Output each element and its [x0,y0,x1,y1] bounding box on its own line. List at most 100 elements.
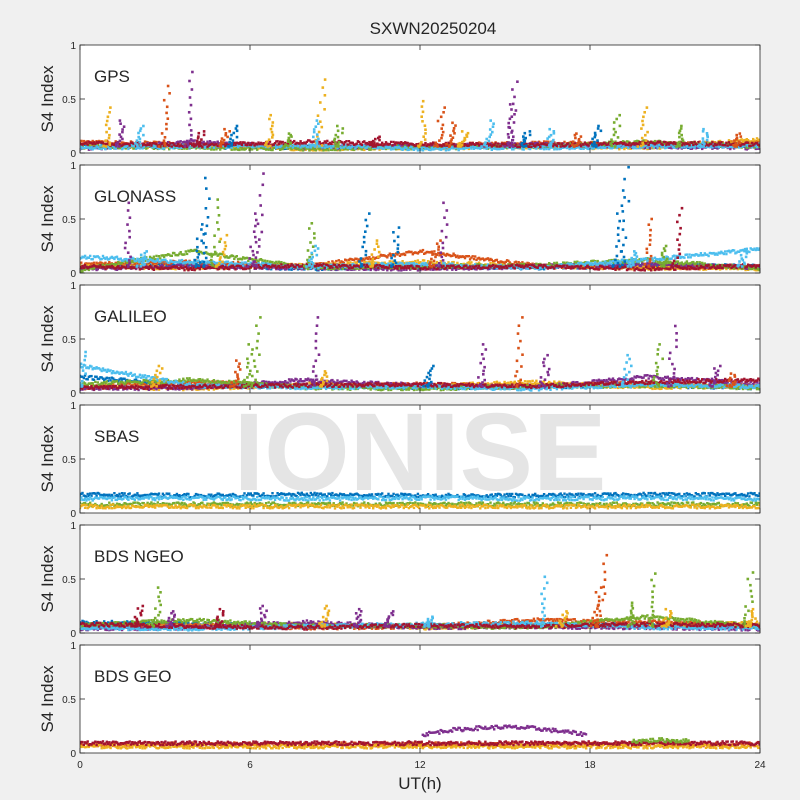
plot-area [80,165,760,273]
data-point [491,125,495,128]
data-point [91,148,94,151]
data-point [327,268,330,271]
data-point [85,143,88,146]
data-point [513,144,516,148]
data-point [236,260,240,264]
data-point [338,147,342,150]
data-point [522,148,525,151]
data-point [661,146,664,149]
spike-cyan [480,119,495,148]
spike-green [675,124,685,148]
data-point [711,147,714,150]
data-point [726,144,729,147]
data-point [712,144,715,147]
data-point [504,143,507,146]
data-point [665,143,668,146]
data-point [721,142,724,145]
data-point [419,147,422,150]
data-point [221,143,224,146]
data-point [755,146,759,149]
data-point [695,146,699,150]
data-point [613,145,617,148]
data-point [298,148,301,151]
data-point [334,144,337,148]
data-point [731,145,734,149]
data-point [512,121,516,124]
data-point [354,147,357,150]
data-point [240,143,244,146]
data-point [150,144,153,147]
data-point [358,147,361,150]
data-point [124,147,128,150]
data-point [523,131,527,135]
data-point [685,263,689,266]
data-point [301,142,305,145]
data-point [188,96,192,99]
data-point [537,146,541,150]
spike-cyan [696,127,709,148]
data-point [507,121,510,125]
data-layer [80,70,760,152]
data-point [183,140,186,143]
data-point [461,140,464,144]
spike-orange [732,132,743,148]
data-point [354,143,357,146]
data-point [591,143,594,146]
data-point [712,146,715,149]
data-point [230,142,234,145]
data-point [741,145,745,148]
data-point [257,141,260,144]
data-point [757,138,760,141]
data-point [526,144,529,148]
data-point [189,103,193,107]
data-point [387,146,390,149]
data-point [236,142,240,145]
data-point [441,130,445,134]
data-point [206,261,209,265]
data-point [579,135,583,138]
data-point [429,148,432,152]
data-point [562,144,565,148]
data-point [531,140,534,144]
data-point [458,144,461,148]
data-point [466,144,469,147]
data-point [618,145,621,148]
data-point [417,143,421,146]
data-point [605,146,608,149]
data-point [573,141,576,144]
data-point [640,136,644,140]
data-point [122,125,126,128]
data-point [619,145,622,148]
data-point [434,146,437,149]
data-point [92,143,96,147]
data-point [119,135,123,139]
data-point [299,140,302,143]
data-point [295,147,298,150]
data-point [222,147,226,150]
data-point [615,117,618,121]
data-point [650,146,653,149]
data-point [345,140,348,143]
data-point [169,146,172,150]
data-point [571,140,575,143]
data-point [474,145,477,149]
data-point [321,149,324,152]
data-point [514,143,518,146]
data-point [109,147,112,150]
data-point [575,144,579,147]
data-point [535,144,538,147]
data-point [271,143,274,147]
data-point [212,146,216,149]
data-point [222,145,226,148]
data-point [155,142,158,146]
data-point [488,145,491,148]
data-point [169,262,172,266]
data-point [590,140,593,144]
data-point [354,257,357,260]
data-point [183,260,186,263]
spike-purple [115,119,126,148]
data-point [364,144,367,147]
data-point [118,143,121,146]
data-point [670,147,673,150]
data-point [323,148,326,151]
